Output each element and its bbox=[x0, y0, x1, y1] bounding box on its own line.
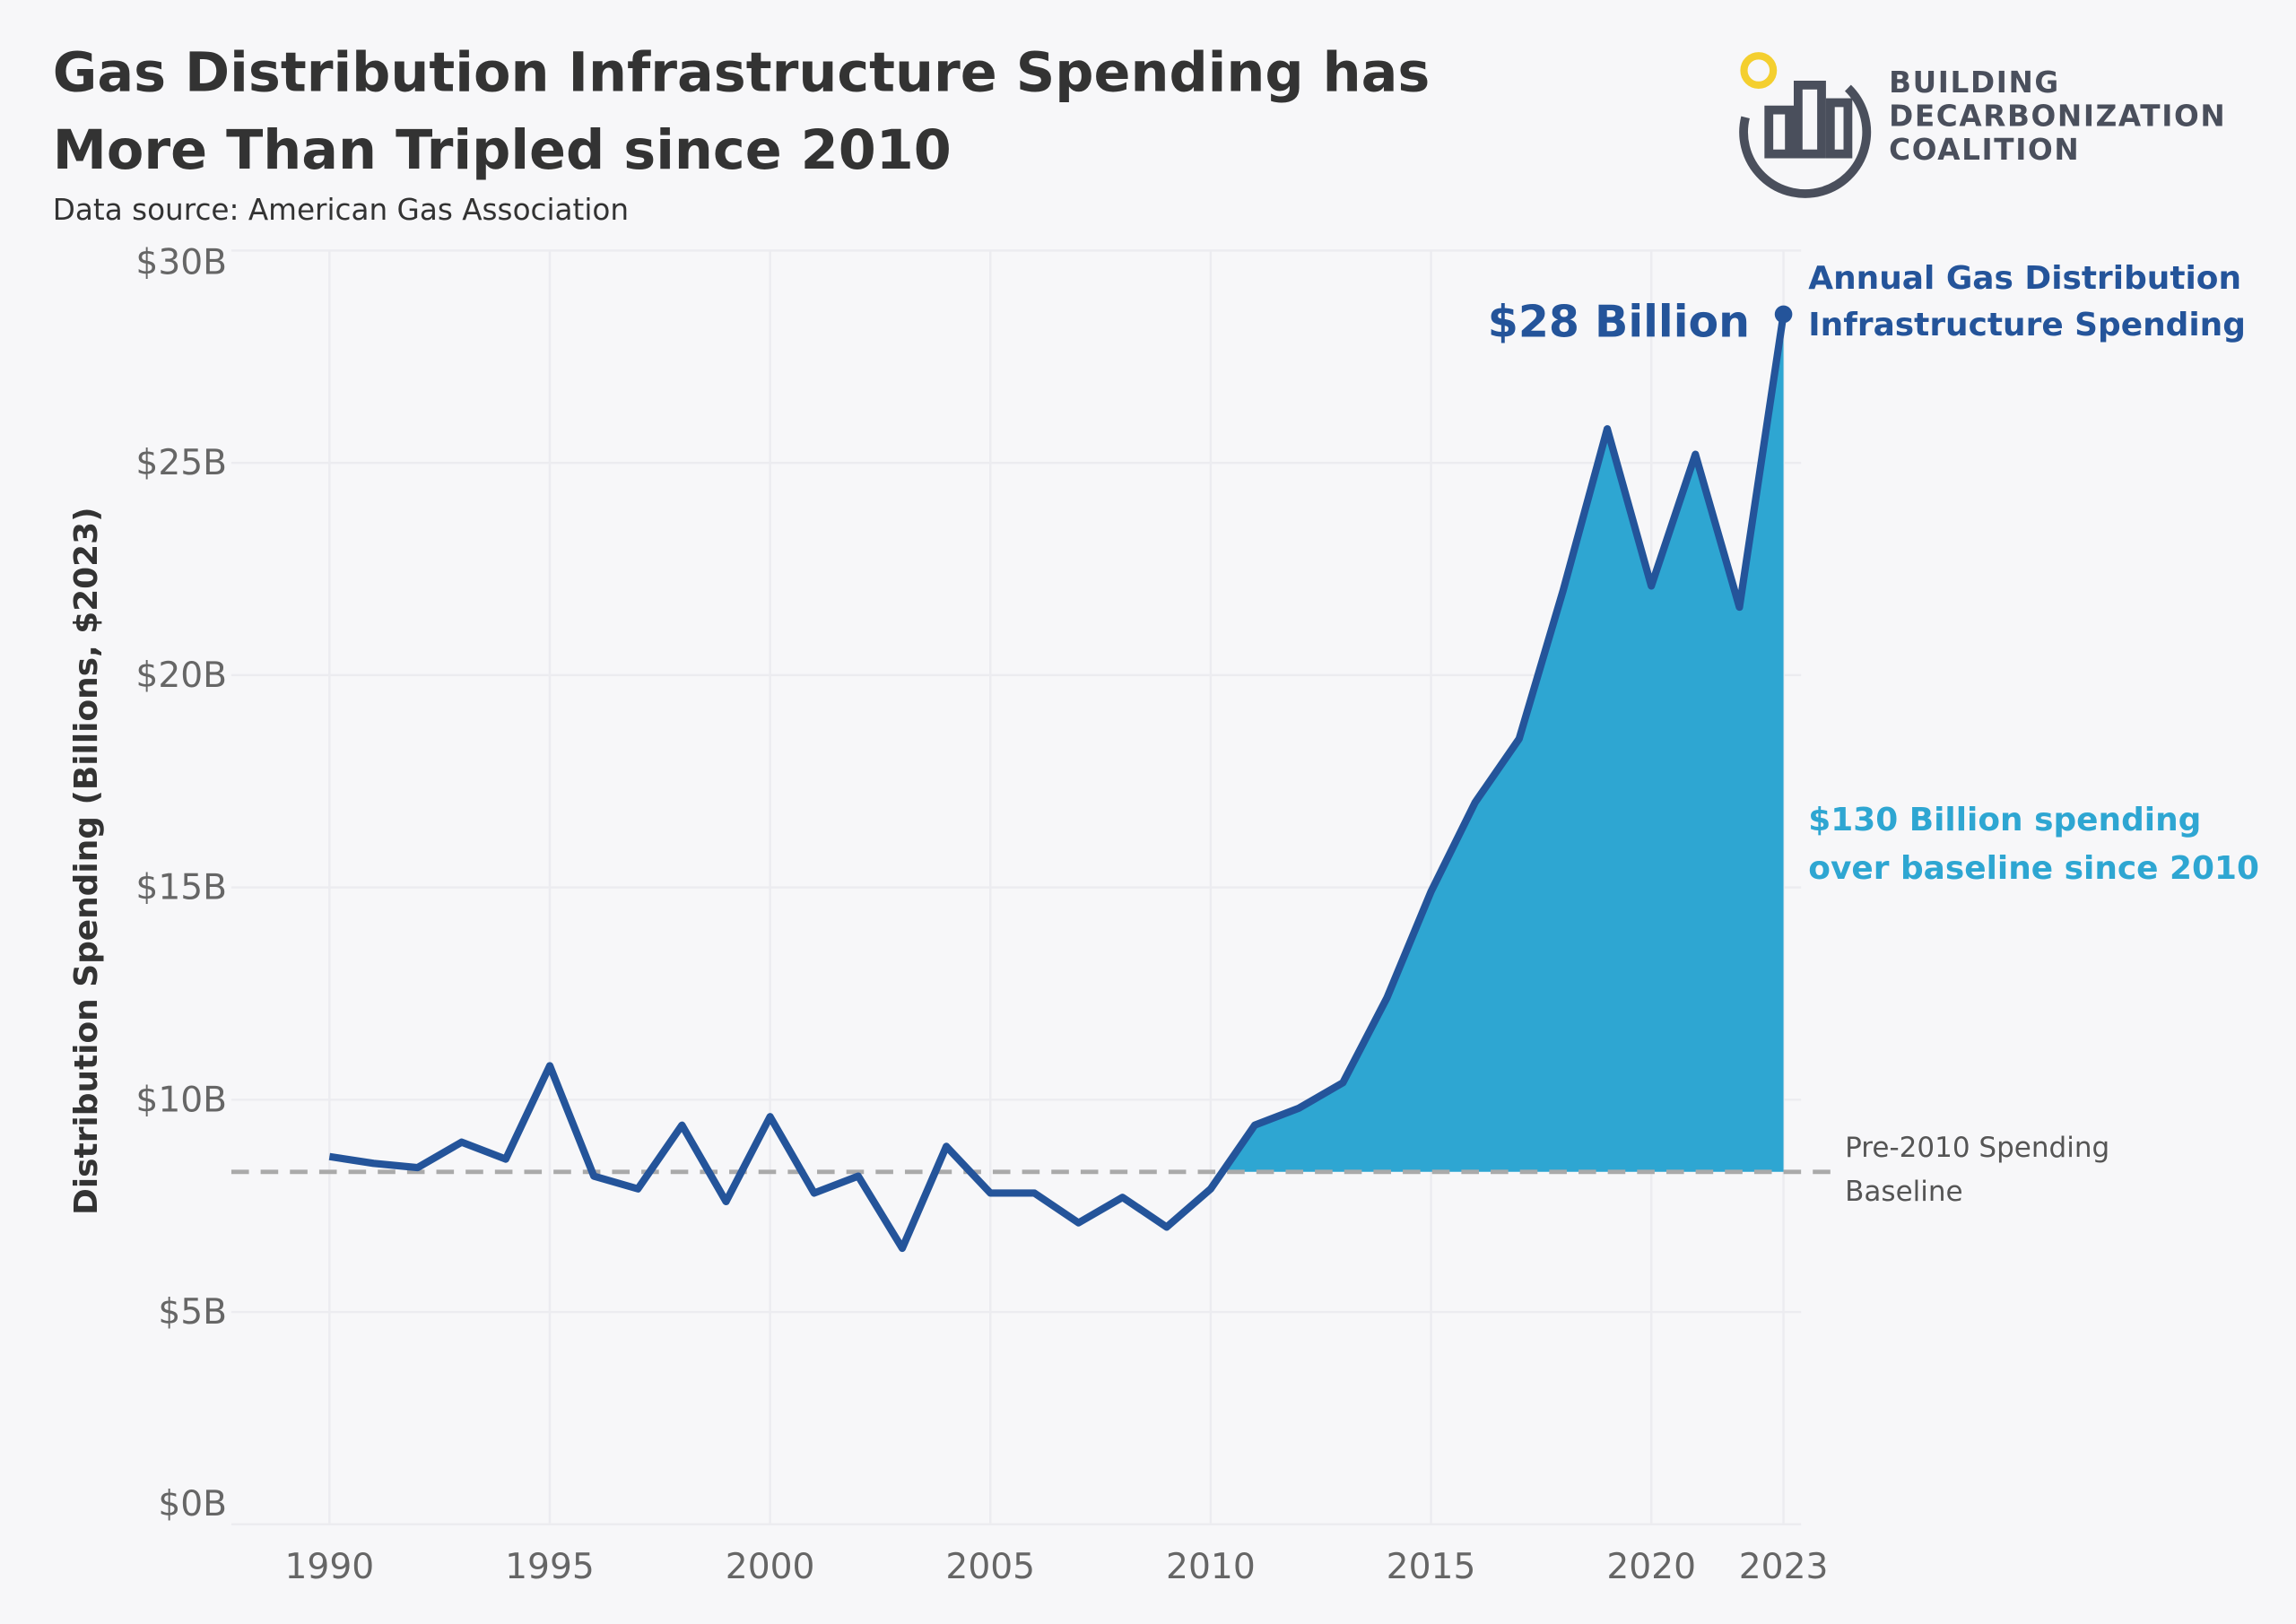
x-tick-label: 2023 bbox=[1739, 1547, 1829, 1587]
x-tick-label: 1995 bbox=[505, 1547, 595, 1587]
y-axis: $0B $5B $10B $15B $20B $25B $30B bbox=[135, 242, 227, 1524]
title-line-1: Gas Distribution Infrastructure Spending… bbox=[53, 41, 1431, 104]
y-tick-label: $10B bbox=[135, 1080, 227, 1120]
end-value-label: $28 Billion bbox=[1488, 297, 1750, 348]
y-tick-label: $15B bbox=[135, 868, 227, 908]
logo: BUILDING DECARBONIZATION COALITION bbox=[1739, 52, 2226, 198]
x-tick-label: 2020 bbox=[1606, 1547, 1696, 1587]
area-label-line-1: $130 Billion spending bbox=[1808, 802, 2201, 838]
logo-sun-icon bbox=[1740, 52, 1778, 89]
data-points bbox=[329, 314, 1784, 1249]
y-axis-label: Distribution Spending (Billions, $2023) bbox=[68, 507, 105, 1214]
series-label-line-2: Infrastructure Spending bbox=[1808, 307, 2246, 343]
x-tick-label: 2005 bbox=[945, 1547, 1035, 1587]
baseline-label-line-2: Baseline bbox=[1845, 1176, 1963, 1208]
spending-over-baseline-area bbox=[1222, 314, 1784, 1172]
y-tick-label: $30B bbox=[135, 242, 227, 282]
logo-icon bbox=[1739, 80, 1872, 198]
x-tick-label: 2010 bbox=[1166, 1547, 1256, 1587]
x-axis: 1990 1995 2000 2005 2010 2015 2020 2023 bbox=[284, 1547, 1828, 1587]
subtitle: Data source: American Gas Association bbox=[53, 193, 629, 227]
logo-line-2: DECARBONIZATION bbox=[1889, 100, 2226, 134]
logo-line-3: COALITION bbox=[1889, 133, 2080, 167]
y-tick-label: $0B bbox=[158, 1484, 227, 1524]
area-label-line-2: over baseline since 2010 bbox=[1808, 850, 2259, 887]
x-tick-label: 2000 bbox=[726, 1547, 815, 1587]
title-line-2: More Than Tripled since 2010 bbox=[53, 119, 952, 182]
logo-line-1: BUILDING bbox=[1889, 65, 2060, 100]
baseline-label-line-1: Pre-2010 Spending bbox=[1845, 1132, 2109, 1164]
series-label-line-1: Annual Gas Distribution bbox=[1808, 260, 2241, 297]
spending-line bbox=[328, 313, 1787, 1253]
x-tick-label: 1990 bbox=[284, 1547, 374, 1587]
y-tick-label: $25B bbox=[135, 443, 227, 483]
y-tick-label: $20B bbox=[135, 656, 227, 696]
y-tick-label: $5B bbox=[158, 1292, 227, 1333]
x-tick-label: 2015 bbox=[1387, 1547, 1476, 1587]
